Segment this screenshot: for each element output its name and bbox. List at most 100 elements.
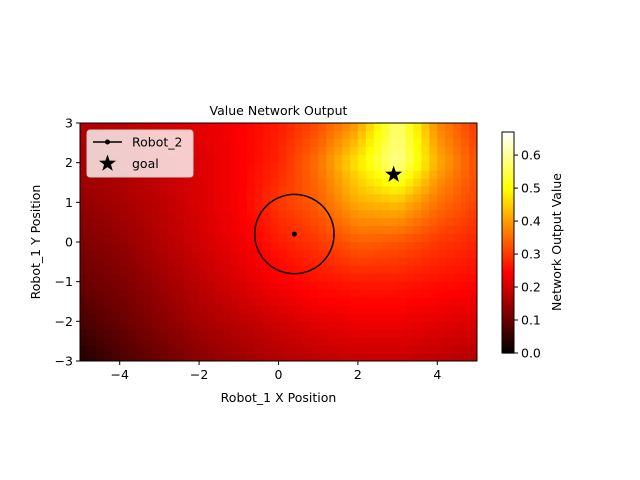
heatmap-cell [334,313,343,322]
heatmap-cell [278,138,288,148]
heatmap-cell [405,146,415,156]
heatmap-cell [461,242,470,251]
colorbar-segment [502,340,514,344]
heatmap-cell [373,297,383,307]
heatmap-cell [143,178,153,188]
heatmap-cell [191,249,200,259]
heatmap-cell [222,218,232,227]
heatmap-cell [159,353,168,361]
heatmap-cell [143,242,153,251]
heatmap-cell [405,273,415,283]
heatmap-cell [429,289,438,299]
heatmap-cell [318,289,327,299]
heatmap-cell [349,146,359,156]
heatmap-cell [191,210,200,219]
heatmap-cell [238,226,248,235]
colorbar-segment [502,192,514,195]
heatmap-cell [453,226,462,235]
heatmap-cell [429,138,438,148]
heatmap-cell [405,242,415,251]
heatmap-cell [95,321,105,330]
heatmap-cell [469,297,477,307]
heatmap-cell [294,257,303,267]
heatmap-cell [334,178,343,188]
heatmap-cell [238,265,248,275]
heatmap-cell [103,265,113,275]
heatmap-cell [405,289,415,299]
heatmap-cell [238,154,248,164]
heatmap-cell [230,305,240,314]
heatmap-cell [421,202,430,211]
colorbar-segment [502,318,514,322]
heatmap-cell [413,329,423,338]
heatmap-cell [461,329,470,338]
heatmap-cell [103,337,113,346]
heatmap-cell [143,218,153,227]
heatmap-cell [461,130,470,140]
heatmap-cell [421,313,430,322]
heatmap-cell [413,146,423,156]
heatmap-cell [80,281,89,291]
heatmap-cell [175,273,184,283]
heatmap-cell [365,305,375,314]
heatmap-cell [365,162,375,172]
heatmap-cell [469,265,477,275]
y-tick-label: 2 [65,155,73,170]
heatmap-cell [453,130,462,140]
heatmap-cell [445,265,454,275]
heatmap-cell [135,234,145,243]
colorbar-segment [502,152,514,155]
heatmap-cell [103,289,113,299]
heatmap-cell [302,138,311,148]
heatmap-cell [183,194,192,203]
heatmap-cell [191,234,200,243]
heatmap-cell [262,329,272,338]
heatmap-cell [111,289,121,299]
x-tick-label: −4 [110,367,128,382]
colorbar-segment [502,140,514,143]
heatmap-cell [159,234,168,243]
colorbar-segment [502,278,514,282]
colorbar-segment [502,222,514,226]
heatmap-cell [238,289,248,299]
heatmap-cell [103,234,113,243]
heatmap-cell [183,257,192,267]
heatmap-cell [389,329,399,338]
heatmap-cell [461,218,470,227]
colorbar-label: Network Output Value [549,173,564,311]
heatmap-cell [445,353,454,361]
heatmap-cell [191,345,200,354]
heatmap-cell [461,194,470,203]
heatmap-cell [159,186,168,195]
heatmap-cell [119,194,129,203]
heatmap-cell [437,289,446,299]
heatmap-cell [207,178,216,188]
heatmap-cell [80,218,89,227]
heatmap-cell [453,281,462,291]
heatmap-cell [445,329,454,338]
heatmap-cell [286,210,295,219]
colorbar-segment [502,244,514,248]
heatmap-cell [421,353,430,361]
heatmap-cell [365,265,375,275]
colorbar-segment [502,220,514,224]
heatmap-cell [397,138,407,148]
colorbar-segment [502,246,514,250]
heatmap-cell [469,186,477,195]
heatmap-cell [421,154,430,164]
heatmap-cell [119,210,129,219]
heatmap-cell [349,313,359,322]
heatmap-cell [230,194,240,203]
heatmap-cell [445,146,454,156]
heatmap-cell [191,138,200,148]
heatmap-cell [151,337,160,346]
heatmap-cell [381,202,391,211]
heatmap-cell [302,162,311,172]
heatmap-cell [286,218,295,227]
heatmap-cell [469,337,477,346]
heatmap-cell [437,218,446,227]
heatmap-cell [326,186,335,195]
heatmap-cell [286,337,295,346]
heatmap-cell [278,226,288,235]
heatmap-cell [469,273,477,283]
